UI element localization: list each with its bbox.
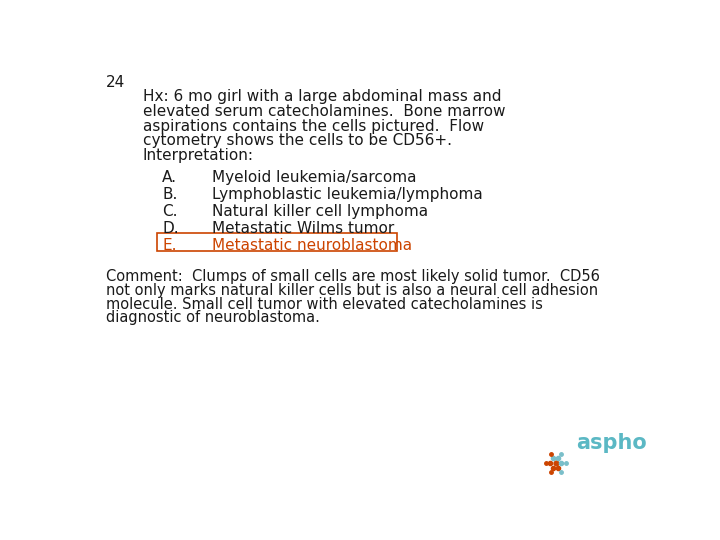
Text: aspho: aspho [576,433,647,453]
Text: B.: B. [162,187,177,202]
Text: cytometry shows the cells to be CD56+.: cytometry shows the cells to be CD56+. [143,133,451,148]
Text: Metastatic Wilms tumor: Metastatic Wilms tumor [212,221,395,236]
Text: Myeloid leukemia/sarcoma: Myeloid leukemia/sarcoma [212,170,417,185]
Text: Lymphoblastic leukemia/lymphoma: Lymphoblastic leukemia/lymphoma [212,187,483,202]
Text: diagnostic of neuroblastoma.: diagnostic of neuroblastoma. [106,310,320,326]
Text: D.: D. [162,221,179,236]
Text: Metastatic neuroblastoma: Metastatic neuroblastoma [212,238,413,253]
Text: 24: 24 [106,75,125,90]
Text: C.: C. [162,204,178,219]
Text: aspirations contains the cells pictured.  Flow: aspirations contains the cells pictured.… [143,119,484,134]
Bar [157,233,397,251]
Text: Interpretation:: Interpretation: [143,148,253,163]
Text: not only marks natural killer cells but is also a neural cell adhesion: not only marks natural killer cells but … [106,283,598,298]
Text: Natural killer cell lymphoma: Natural killer cell lymphoma [212,204,428,219]
Text: A.: A. [162,170,177,185]
Text: Hx: 6 mo girl with a large abdominal mass and: Hx: 6 mo girl with a large abdominal mas… [143,90,501,104]
Text: elevated serum catecholamines.  Bone marrow: elevated serum catecholamines. Bone marr… [143,104,505,119]
Text: E.: E. [162,238,176,253]
Text: molecule. Small cell tumor with elevated catecholamines is: molecule. Small cell tumor with elevated… [106,296,542,312]
Text: Comment:  Clumps of small cells are most likely solid tumor.  CD56: Comment: Clumps of small cells are most … [106,269,599,284]
